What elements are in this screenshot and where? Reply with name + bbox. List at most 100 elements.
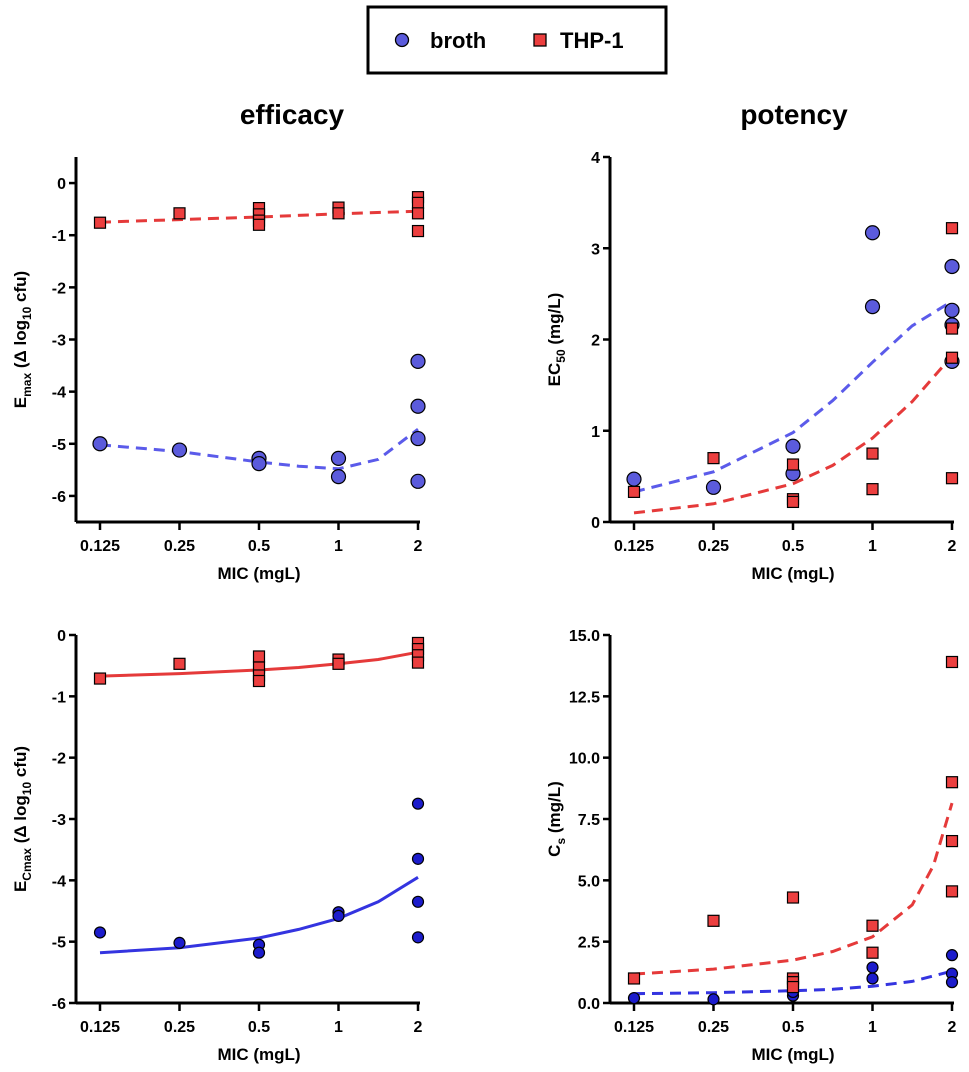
y-axis-label: EC50 (mg/L)	[545, 293, 568, 387]
data-point-thp1	[945, 351, 959, 364]
x-tick-label: 0.25	[698, 1019, 729, 1036]
y-tick-label: 0	[57, 176, 66, 193]
data-point-thp1	[411, 656, 425, 669]
y-tick-label: -3	[52, 333, 66, 350]
chart-panel-cs: 0.0 2.5 5.0 7.5 10.0 12.5 15.0 0.125 0.25 0.5 1 2 MI…	[545, 628, 959, 1064]
legend-box	[366, 5, 668, 75]
data-point-thp1	[866, 447, 879, 460]
y-tick-label: -3	[52, 812, 66, 829]
y-tick-label: -2	[52, 280, 66, 297]
y-axis-label: Emax (Δ log10 cfu)	[11, 271, 34, 408]
data-point-broth	[173, 936, 186, 949]
data-point-broth	[411, 931, 425, 944]
y-tick-label: 4	[591, 150, 600, 167]
data-point-thp1	[252, 650, 266, 663]
data-point-thp1	[707, 452, 720, 465]
data-point-thp1	[627, 485, 641, 498]
series-broth	[92, 353, 426, 489]
legend: broth THP-1	[366, 5, 668, 75]
data-point-broth	[410, 353, 426, 369]
data-point-broth	[785, 438, 801, 454]
y-tick-label: -4	[52, 385, 66, 402]
series-broth	[627, 949, 959, 1006]
data-point-broth	[92, 436, 108, 452]
data-point-thp1	[411, 224, 425, 238]
data-point-thp1	[332, 207, 345, 220]
data-point-thp1	[945, 472, 959, 485]
data-point-thp1	[786, 458, 800, 471]
data-point-broth	[252, 946, 266, 959]
data-point-broth	[330, 450, 347, 466]
x-axis-label: MIC (mgL)	[217, 1045, 300, 1064]
legend-thp1-label: THP-1	[560, 28, 624, 53]
series-broth	[626, 225, 960, 495]
x-tick-label: 0.125	[80, 538, 120, 555]
x-tick-label: 1	[868, 1019, 877, 1036]
data-point-thp1	[411, 196, 425, 209]
data-point-thp1	[945, 322, 959, 335]
x-axis-label: MIC (mgL)	[751, 1045, 834, 1064]
y-tick-label: -1	[52, 689, 66, 706]
series-thp1	[93, 191, 425, 238]
x-tick-label: 1	[334, 538, 343, 555]
data-point-thp1	[173, 207, 186, 220]
x-tick-label: 0.5	[782, 538, 804, 555]
y-tick-label: 0	[591, 515, 600, 532]
chart-panel-ec50: 0 1 2 3 4 0.125 0.25 0.5 1 2 MIC (mgL) EC50 (mg/L)	[545, 150, 960, 583]
fit-curve-thp1	[633, 802, 954, 976]
series-thp1	[627, 222, 959, 515]
y-tick-label: 5.0	[578, 873, 600, 890]
x-tick-label: 0.125	[80, 1019, 120, 1036]
legend-thp1-marker	[533, 33, 547, 47]
x-tick-label: 2	[948, 538, 957, 555]
x-tick-label: 0.125	[614, 538, 654, 555]
fit-curve-broth	[633, 969, 953, 996]
y-tick-label: 3	[591, 241, 600, 258]
y-tick-label: 7.5	[578, 812, 600, 829]
y-tick-label: 10.0	[569, 751, 600, 768]
data-point-thp1	[252, 674, 266, 688]
y-tick-label: 15.0	[569, 628, 600, 645]
data-point-thp1	[945, 776, 959, 789]
series-broth	[93, 797, 425, 959]
data-point-thp1	[332, 657, 345, 670]
data-point-broth	[411, 895, 425, 908]
y-tick-label: 1	[591, 424, 600, 441]
y-axis-label: Cs (mg/L)	[545, 781, 568, 857]
data-point-broth	[411, 797, 425, 810]
x-tick-label: 2	[414, 1019, 423, 1036]
y-tick-label: -6	[52, 996, 66, 1013]
data-point-thp1	[627, 972, 641, 985]
data-point-broth	[864, 299, 881, 315]
data-point-thp1	[411, 207, 425, 220]
data-point-broth	[944, 258, 960, 275]
x-axis-label: MIC (mgL)	[217, 564, 300, 583]
fit-curve-broth	[633, 299, 953, 494]
y-tick-label: -2	[52, 751, 66, 768]
data-point-thp1	[707, 914, 720, 927]
data-point-broth	[944, 302, 960, 318]
x-tick-label: 2	[948, 1019, 957, 1036]
data-point-thp1	[866, 946, 879, 959]
data-point-broth	[864, 225, 881, 241]
x-tick-label: 0.5	[782, 1019, 804, 1036]
data-point-thp1	[866, 483, 879, 496]
y-tick-label: 2.5	[578, 935, 600, 952]
data-point-thp1	[93, 672, 107, 685]
y-tick-label: 12.5	[569, 689, 600, 706]
series-thp1	[93, 636, 425, 688]
fit-curve-thp1	[99, 650, 419, 678]
data-point-broth	[945, 949, 959, 962]
data-point-broth	[332, 909, 345, 923]
x-tick-label: 0.25	[164, 538, 195, 555]
column-title-efficacy: efficacy	[240, 99, 345, 130]
data-point-broth	[705, 479, 722, 495]
x-tick-label: 1	[334, 1019, 343, 1036]
legend-broth-label: broth	[430, 28, 486, 53]
data-point-thp1	[93, 216, 107, 229]
y-axis-label: ECmax (Δ log10 cfu)	[11, 746, 34, 892]
data-point-broth	[626, 471, 642, 487]
y-tick-label: 2	[591, 333, 600, 350]
